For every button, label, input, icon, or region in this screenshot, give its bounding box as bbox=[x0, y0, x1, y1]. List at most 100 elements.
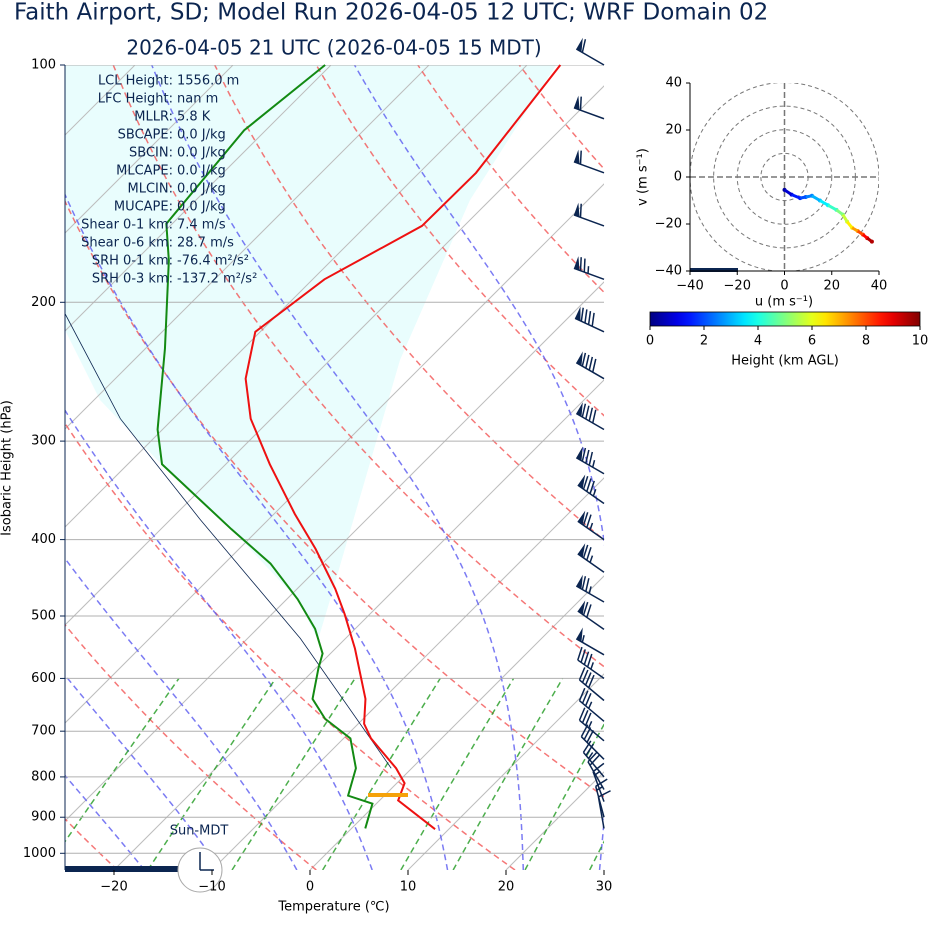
barb-pennant bbox=[573, 202, 580, 218]
barb-full bbox=[580, 724, 589, 738]
barb-full bbox=[595, 778, 608, 787]
y-tick-label: 700 bbox=[31, 724, 56, 739]
wind-barb bbox=[575, 351, 605, 380]
barb-full bbox=[592, 358, 597, 373]
colorbar-tick-label: 4 bbox=[754, 334, 762, 349]
wind-barb bbox=[580, 724, 605, 760]
barb-full bbox=[585, 578, 590, 592]
barb-full bbox=[583, 258, 586, 273]
wind-barb bbox=[573, 149, 605, 174]
moist-adiabat bbox=[65, 408, 373, 870]
moist-adiabat bbox=[65, 774, 146, 870]
barb-full bbox=[581, 39, 587, 53]
barb-full bbox=[584, 712, 592, 726]
x-tick-label: 20 bbox=[498, 880, 515, 895]
barb-staff bbox=[582, 751, 605, 778]
barb-full bbox=[581, 710, 589, 724]
barb-full bbox=[579, 203, 582, 218]
y-tick-label: 1000 bbox=[23, 846, 56, 861]
barb-staff bbox=[573, 267, 605, 280]
moist-adiabat bbox=[151, 65, 525, 870]
stat-value: 0.0 J/kg bbox=[177, 200, 226, 215]
profiles bbox=[156, 64, 562, 830]
barb-pennant bbox=[577, 600, 586, 615]
hodo-x-tick-label: 0 bbox=[780, 279, 788, 294]
wind-barb bbox=[573, 256, 605, 280]
barb-staff bbox=[577, 610, 605, 631]
y-tick-label: 100 bbox=[31, 58, 56, 73]
wind-barb bbox=[575, 627, 605, 656]
stat-value: -76.4 m²/s² bbox=[177, 254, 249, 269]
bottom-bar bbox=[65, 866, 180, 872]
moist-adiabat bbox=[65, 557, 298, 870]
wind-barb bbox=[573, 95, 605, 120]
wind-barb bbox=[587, 751, 605, 790]
barb-full bbox=[578, 707, 586, 721]
barb-full bbox=[591, 312, 595, 327]
x-axis-label: Temperature (℃) bbox=[277, 900, 389, 915]
mixing-ratio-line bbox=[65, 677, 180, 843]
chart-title: Faith Airport, SD; Model Run 2026-04-05 … bbox=[14, 0, 768, 26]
wind-barb bbox=[578, 667, 605, 702]
wind-barb bbox=[577, 474, 605, 505]
hodo-x-tick-label: −40 bbox=[676, 279, 703, 294]
wind-barb bbox=[577, 510, 605, 541]
stat-value: 0.0 J/kg bbox=[177, 128, 226, 143]
barb-full bbox=[588, 451, 594, 466]
wind-barb bbox=[577, 600, 605, 631]
stat-key: MLCAPE: bbox=[116, 164, 173, 179]
barb-full bbox=[581, 576, 587, 590]
barb-full bbox=[586, 478, 592, 492]
barb-full bbox=[581, 690, 589, 704]
profile-line bbox=[156, 64, 374, 829]
barb-full bbox=[581, 352, 587, 367]
stat-value: nan m bbox=[177, 92, 218, 107]
hodo-y-tick-label: −40 bbox=[655, 264, 682, 279]
barb-staff bbox=[597, 796, 605, 829]
barb-pennant bbox=[573, 149, 580, 164]
colorbar bbox=[649, 311, 921, 327]
barb-full bbox=[579, 257, 582, 271]
hodo-x-label: u (m s⁻¹) bbox=[755, 295, 813, 310]
barb-full bbox=[582, 476, 589, 490]
barb-full bbox=[586, 604, 592, 618]
stat-key: Shear 0-6 km: bbox=[81, 236, 173, 251]
barb-full bbox=[585, 405, 590, 420]
wind-barb bbox=[577, 646, 605, 680]
isotherm bbox=[65, 65, 332, 332]
barb-half bbox=[596, 785, 604, 791]
barb-full bbox=[582, 544, 589, 559]
stat-key: SRH 0-3 km: bbox=[92, 272, 173, 287]
stat-key: MLLR: bbox=[134, 110, 173, 125]
barb-half bbox=[581, 635, 585, 643]
barb-half bbox=[593, 770, 601, 776]
barb-full bbox=[589, 754, 600, 766]
stat-value: -137.2 m²/s² bbox=[177, 272, 257, 287]
x-tick-label: −20 bbox=[100, 880, 127, 895]
barb-full bbox=[586, 514, 592, 528]
isotherm bbox=[65, 65, 234, 234]
hodograph bbox=[690, 83, 879, 271]
barb-full bbox=[588, 356, 594, 371]
wind-barb bbox=[582, 740, 605, 778]
barb-staff bbox=[575, 585, 605, 603]
mixing-ratio-line bbox=[524, 723, 604, 870]
barb-full bbox=[578, 667, 586, 681]
barb-full bbox=[586, 730, 595, 743]
barb-full bbox=[587, 674, 595, 688]
barb-half bbox=[589, 522, 594, 531]
y-tick-label: 600 bbox=[31, 671, 56, 686]
isotherm bbox=[65, 85, 604, 626]
wind-barb bbox=[575, 446, 605, 475]
barb-staff bbox=[579, 719, 605, 742]
stat-value: 1556.0 m bbox=[177, 74, 239, 89]
barb-full bbox=[588, 407, 594, 422]
barb-full bbox=[580, 649, 586, 663]
barb-full bbox=[581, 403, 587, 418]
hodo-y-tick-label: −20 bbox=[655, 217, 682, 232]
isotherm bbox=[309, 575, 604, 870]
barb-half bbox=[587, 752, 594, 759]
wind-barb bbox=[573, 202, 605, 227]
stat-key: MUCAPE: bbox=[114, 200, 173, 215]
barb-full bbox=[584, 693, 592, 707]
